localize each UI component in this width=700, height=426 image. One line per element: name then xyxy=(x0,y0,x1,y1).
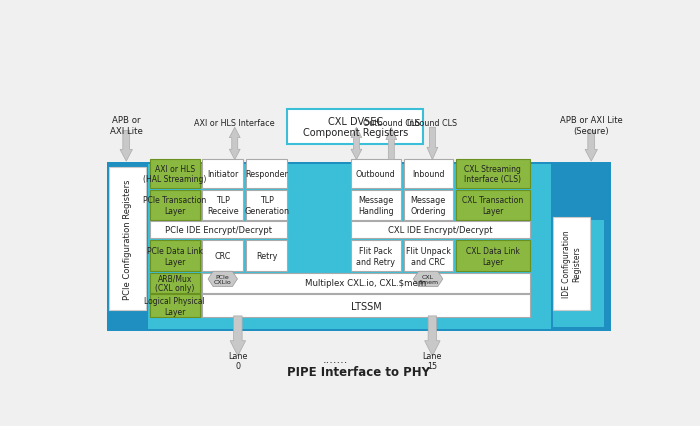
Text: Initiator: Initiator xyxy=(207,170,239,178)
Text: PIPE Interface to PHY: PIPE Interface to PHY xyxy=(287,365,430,378)
Bar xyxy=(404,241,452,272)
Text: CXL
$mem: CXL $mem xyxy=(418,274,438,285)
Text: ARB/Mux
(CXL only): ARB/Mux (CXL only) xyxy=(155,273,195,293)
Text: Outbound CLS: Outbound CLS xyxy=(363,119,420,128)
Text: PCIe Transaction
Layer: PCIe Transaction Layer xyxy=(143,196,206,215)
Text: .......: ....... xyxy=(323,354,348,364)
Bar xyxy=(150,295,200,318)
Bar xyxy=(456,159,530,189)
Text: Message
Handling: Message Handling xyxy=(358,196,393,215)
Text: PCIe Data Link
Layer: PCIe Data Link Layer xyxy=(147,247,202,266)
Text: CXL DVSEC
Component Registers: CXL DVSEC Component Registers xyxy=(302,116,408,138)
Bar xyxy=(107,162,610,331)
Bar xyxy=(351,222,530,239)
Text: Retry: Retry xyxy=(256,252,277,261)
Bar xyxy=(148,165,551,329)
Text: Multiplex CXL.io, CXL.$mem: Multiplex CXL.io, CXL.$mem xyxy=(305,279,427,288)
Text: PCIe IDE Encrypt/Decrypt: PCIe IDE Encrypt/Decrypt xyxy=(165,226,272,235)
Text: Flit Unpack
and CRC: Flit Unpack and CRC xyxy=(405,247,451,266)
Bar xyxy=(150,273,200,293)
Polygon shape xyxy=(585,131,598,162)
Text: IDE Configuration
Registers: IDE Configuration Registers xyxy=(562,230,582,298)
Bar xyxy=(150,241,200,272)
Bar xyxy=(246,241,288,272)
Bar xyxy=(202,241,244,272)
Text: Lane
0: Lane 0 xyxy=(228,351,248,370)
Bar xyxy=(150,191,200,220)
Bar xyxy=(202,295,530,318)
Text: Inbound CLS: Inbound CLS xyxy=(407,119,457,128)
Polygon shape xyxy=(414,272,443,287)
Text: TLP
Generation: TLP Generation xyxy=(244,196,289,215)
Polygon shape xyxy=(386,128,397,160)
Polygon shape xyxy=(120,131,132,162)
Bar xyxy=(456,191,530,220)
Text: AXI or HLS Interface: AXI or HLS Interface xyxy=(195,119,275,128)
Polygon shape xyxy=(427,128,438,160)
Bar xyxy=(202,273,530,293)
Text: CXL IDE Encrypt/Decrypt: CXL IDE Encrypt/Decrypt xyxy=(389,226,493,235)
Bar xyxy=(202,159,244,189)
Text: APB or
AXI Lite: APB or AXI Lite xyxy=(110,116,143,135)
Polygon shape xyxy=(230,128,240,160)
Bar xyxy=(551,218,607,329)
Bar xyxy=(553,218,591,310)
Text: CXL Data Link
Layer: CXL Data Link Layer xyxy=(466,247,520,266)
Polygon shape xyxy=(230,316,246,356)
Text: Inbound: Inbound xyxy=(412,170,444,178)
Bar xyxy=(150,222,288,239)
Text: Lane
15: Lane 15 xyxy=(423,351,442,370)
Text: Message
Ordering: Message Ordering xyxy=(410,196,446,215)
Text: CRC: CRC xyxy=(214,252,231,261)
Bar xyxy=(351,241,400,272)
Polygon shape xyxy=(351,128,362,160)
Bar xyxy=(553,220,603,328)
Bar xyxy=(404,159,452,189)
Bar xyxy=(246,191,288,220)
Text: APB or AXI Lite
(Secure): APB or AXI Lite (Secure) xyxy=(560,116,622,135)
Bar xyxy=(288,109,423,145)
Bar xyxy=(404,191,452,220)
Text: CXL Transaction
Layer: CXL Transaction Layer xyxy=(462,196,524,215)
Bar xyxy=(456,241,530,272)
Text: TLP
Receive: TLP Receive xyxy=(207,196,239,215)
Text: Logical Physical
Layer: Logical Physical Layer xyxy=(144,296,205,316)
Bar xyxy=(109,168,146,310)
Polygon shape xyxy=(425,316,440,356)
Text: LTSSM: LTSSM xyxy=(351,301,382,311)
Bar xyxy=(150,159,200,189)
Polygon shape xyxy=(208,272,237,287)
Text: Responder: Responder xyxy=(245,170,288,178)
Text: PCIe Configuration Registers: PCIe Configuration Registers xyxy=(123,179,132,299)
Text: CXL Streaming
Interface (CLS): CXL Streaming Interface (CLS) xyxy=(464,164,522,184)
Bar xyxy=(246,159,288,189)
Text: AXI or HLS
(HAL Streaming): AXI or HLS (HAL Streaming) xyxy=(143,164,206,184)
Bar xyxy=(351,191,400,220)
Bar xyxy=(351,159,400,189)
Text: PCIe
CXLio: PCIe CXLio xyxy=(214,274,232,285)
Bar xyxy=(202,191,244,220)
Text: Outbound: Outbound xyxy=(356,170,396,178)
Text: Flit Pack
and Retry: Flit Pack and Retry xyxy=(356,247,396,266)
